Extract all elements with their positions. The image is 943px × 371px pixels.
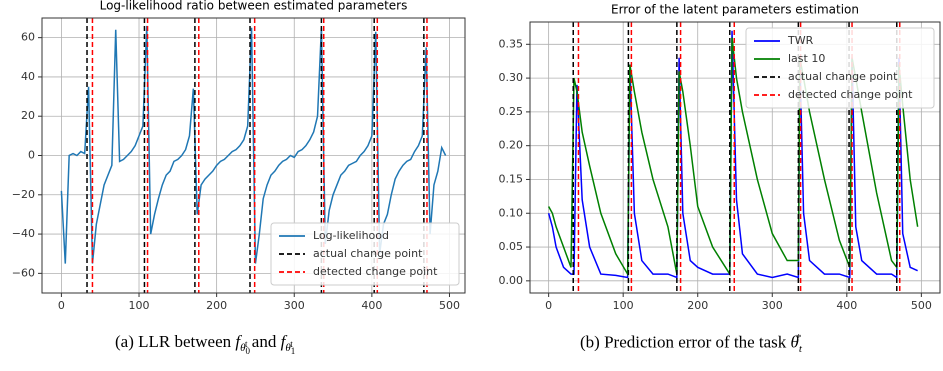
legend: TWR last 10 actual change point detected ch…	[745, 27, 935, 109]
caption-math: f	[235, 332, 241, 351]
x-tick-label: 500	[911, 299, 932, 312]
y-tick-label: 0.30	[499, 71, 524, 84]
caption-text: (b) Prediction error of the task	[580, 332, 787, 352]
x-tick-label: 300	[284, 299, 305, 312]
legend-label: actual change point	[788, 70, 898, 83]
legend-label: detected change point	[788, 88, 913, 101]
chart-title: Log-likelihood ratio between estimated p…	[100, 0, 408, 13]
x-tick-label: 200	[206, 299, 227, 312]
y-tick-label: 0.15	[499, 172, 524, 185]
axes-frame	[41, 17, 466, 294]
legend-label: Log-likelihood	[313, 229, 389, 242]
y-tick-label: 0.05	[499, 240, 524, 253]
legend-label: TWR	[787, 34, 814, 47]
y-tick-label: 0.10	[499, 206, 524, 219]
y-tick-label: 40	[21, 70, 35, 83]
caption-math: *	[795, 332, 802, 344]
legend-label: last 10	[788, 52, 825, 65]
caption-math: θ	[285, 342, 291, 355]
chart: Log-likelihood ratio between estimated p…	[12, 0, 941, 312]
y-tick-label: 0.00	[499, 274, 524, 287]
y-tick-label: 0	[28, 149, 35, 162]
caption-text: and	[251, 332, 277, 351]
x-tick-label: 200	[687, 299, 708, 312]
y-tick-label: 0.25	[499, 105, 524, 118]
caption-math: θ	[240, 342, 246, 355]
y-tick-label: 20	[21, 109, 35, 122]
caption-math: 1	[290, 346, 296, 357]
chart-title: Error of the latent parameters estimatio…	[611, 3, 859, 17]
x-tick-label: 500	[439, 299, 460, 312]
x-tick-label: 100	[613, 299, 634, 312]
y-tick-label: 60	[21, 31, 35, 44]
caption-math: t	[245, 338, 248, 349]
x-tick-label: 400	[836, 299, 857, 312]
legend-box	[270, 222, 460, 286]
y-tick-label: 0.20	[499, 139, 524, 152]
x-tick-label: 100	[129, 299, 150, 312]
legend: Log-likelihood actual change point detecte…	[270, 222, 460, 286]
caption-math: t	[798, 343, 802, 356]
legend-label: actual change point	[313, 247, 423, 260]
caption-math: 0	[245, 346, 251, 357]
caption-math: f	[280, 332, 286, 351]
caption-a: (a) LLR between fθ0t and fθ1t	[115, 332, 296, 357]
caption-math: θ	[790, 332, 799, 352]
x-tick-label: 0	[545, 299, 552, 312]
subplot: Log-likelihood ratio between estimated p…	[12, 0, 466, 312]
x-tick-label: 400	[361, 299, 382, 312]
legend-label: detected change point	[313, 265, 438, 278]
subplot: Error of the latent parameters estimatio…	[499, 3, 941, 312]
caption-b: (b) Prediction error of the task θt*	[580, 332, 802, 356]
y-tick-label: −60	[12, 266, 35, 279]
x-tick-label: 300	[762, 299, 783, 312]
y-tick-label: −20	[12, 188, 35, 201]
caption-text: (a) LLR between	[115, 332, 232, 351]
axes-frame	[529, 21, 941, 294]
x-tick-label: 0	[58, 299, 65, 312]
caption-math: t	[290, 338, 293, 349]
legend-box	[745, 27, 935, 109]
y-tick-label: −40	[12, 227, 35, 240]
y-tick-label: 0.35	[499, 37, 524, 50]
